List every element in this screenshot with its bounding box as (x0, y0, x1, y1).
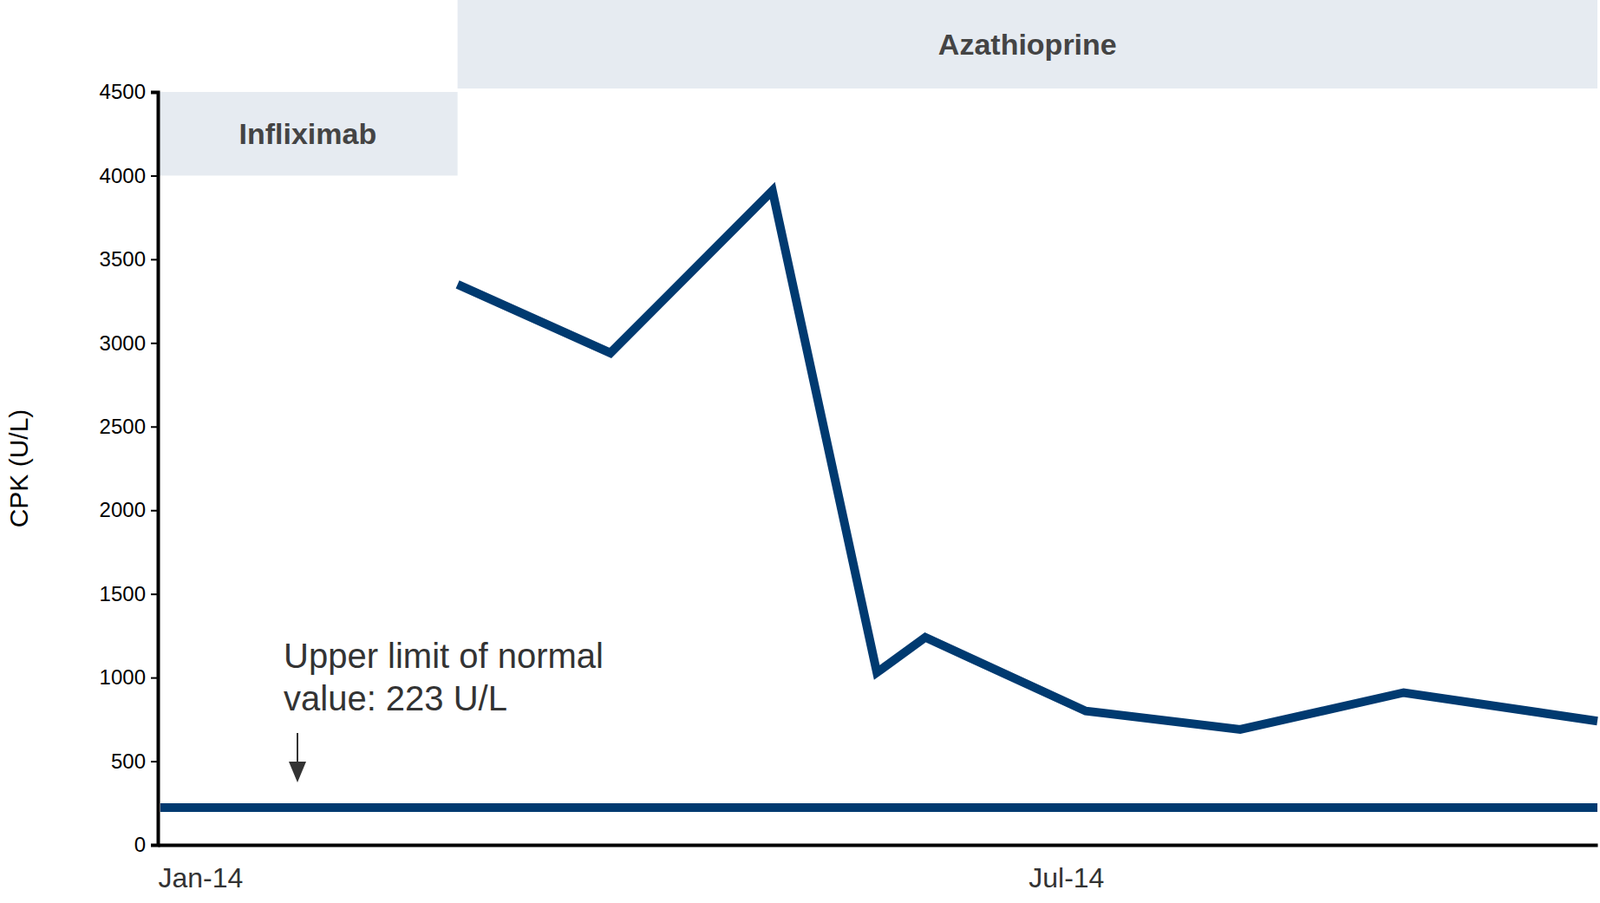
y-tick-mark (150, 342, 158, 345)
y-tick: 500 (111, 749, 158, 773)
y-axis-line (150, 92, 159, 846)
y-tick-label: 2500 (99, 414, 146, 438)
y-tick-mark (150, 91, 158, 94)
y-tick: 4500 (99, 79, 158, 104)
y-tick-label: 500 (111, 749, 146, 773)
annotation: Upper limit of normal value: 223 U/L (283, 636, 604, 783)
y-tick: 2500 (99, 414, 158, 438)
y-tick-mark (150, 844, 158, 847)
treatment-band (457, 0, 1598, 89)
y-tick-label: 1000 (99, 665, 146, 689)
x-axis: Jan-14 Jul-14 (158, 844, 1599, 894)
annotation-arrowhead (288, 761, 307, 783)
y-tick: 1500 (99, 581, 158, 606)
y-axis-title: CPK (U/L) (4, 409, 33, 529)
x-axis-line (158, 843, 1599, 848)
reference-line (160, 803, 1598, 812)
plot-area (160, 190, 1598, 808)
band-label: Azathioprine (938, 27, 1117, 61)
annotation-text: Upper limit of normal (283, 636, 604, 675)
x-tick-label: Jul-14 (1028, 862, 1104, 894)
band-label: Infliximab (238, 117, 377, 151)
cpk-line (457, 190, 1598, 730)
y-tick-label: 1500 (99, 581, 146, 606)
y-tick: 4000 (99, 163, 158, 188)
x-tick: Jul-14 (1028, 844, 1104, 894)
y-tick: 3500 (99, 247, 158, 271)
y-tick-label: 4500 (99, 79, 146, 104)
treatment-band (157, 91, 458, 176)
x-tick: Jan-14 (158, 844, 244, 894)
bands: Infliximab Azathioprine (157, 0, 1598, 176)
y-tick: 2000 (99, 497, 158, 522)
y-tick-mark (150, 677, 158, 680)
chart: Infliximab Azathioprine 0 500 1000 1500 2000 25… (0, 0, 1600, 903)
y-tick-mark (150, 425, 158, 428)
annotation-text: value: 223 U/L (283, 679, 508, 718)
y-tick-label: 3500 (99, 247, 146, 271)
y-tick-label: 2000 (99, 497, 146, 522)
y-tick-mark (150, 760, 158, 763)
y-axis: 0 500 1000 1500 2000 2500 3000 3500 4000 4500 (99, 79, 159, 856)
y-tick-label: 3000 (99, 331, 146, 355)
y-tick: 1000 (99, 665, 158, 689)
y-tick-mark (150, 509, 158, 512)
y-tick: 3000 (99, 331, 158, 355)
y-tick: 0 (134, 832, 158, 856)
x-tick-label: Jan-14 (158, 862, 244, 894)
y-tick-mark (150, 258, 158, 261)
y-tick-label: 0 (134, 832, 146, 856)
y-tick-mark (150, 593, 158, 595)
y-tick-label: 4000 (99, 163, 146, 188)
y-tick-mark (150, 175, 158, 177)
